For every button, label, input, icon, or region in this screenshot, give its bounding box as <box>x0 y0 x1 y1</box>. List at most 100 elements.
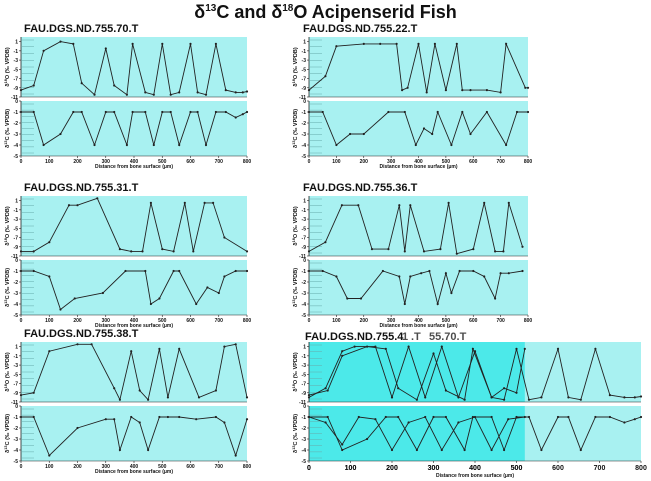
data-point <box>515 347 518 350</box>
data-point <box>178 143 181 147</box>
x-tick-label: 700 <box>594 465 606 472</box>
data-point <box>245 90 249 93</box>
y-tick-label: -1 <box>14 415 19 421</box>
overlay-x-tick-label: 500 <box>511 465 523 472</box>
data-point <box>397 415 400 419</box>
chart-title: FAU.DGS.ND.755.22.T <box>303 23 418 35</box>
data-point <box>335 45 338 48</box>
data-point <box>502 250 505 253</box>
data-point <box>384 347 387 350</box>
x-axis-label: Distance from bone surface (μm) <box>95 323 173 329</box>
series-line <box>21 111 248 147</box>
data-point <box>503 448 506 452</box>
series-line <box>308 416 525 451</box>
data-point <box>144 269 147 273</box>
data-point <box>192 250 195 253</box>
data-point <box>483 275 486 278</box>
data-point <box>485 89 488 92</box>
data-point <box>341 443 344 446</box>
chart-title-fragment: .T <box>411 331 421 343</box>
data-point <box>223 275 226 278</box>
data-point <box>234 116 237 119</box>
panel-background <box>309 196 528 256</box>
overlay-x-tick-label: 400 <box>469 465 481 472</box>
data-point <box>409 204 412 207</box>
y-tick-label: -11 <box>11 254 18 260</box>
y-tick-label: 1 <box>15 345 18 351</box>
y-tick-label: -2 <box>14 280 19 286</box>
data-point <box>214 42 217 46</box>
x-tick-label: 0 <box>20 464 23 470</box>
data-point <box>104 110 107 114</box>
data-point <box>217 291 220 295</box>
data-point <box>633 418 636 421</box>
data-point <box>245 269 249 273</box>
y-tick-label: -5 <box>14 372 19 378</box>
data-point <box>113 110 116 114</box>
y-tick-label: -4 <box>302 448 307 454</box>
x-tick-label: 400 <box>414 159 423 165</box>
data-point <box>130 250 133 253</box>
data-point <box>406 86 409 89</box>
data-point <box>341 350 344 353</box>
x-tick-label: 600 <box>186 159 195 165</box>
y-tick-label: -2 <box>302 121 307 127</box>
data-point <box>450 291 453 295</box>
data-point <box>161 110 164 114</box>
x-tick-label: 400 <box>130 318 139 324</box>
data-point <box>447 201 450 204</box>
data-point <box>422 250 426 253</box>
panel-background <box>21 196 247 256</box>
y-tick-label: -5 <box>14 313 19 319</box>
data-point <box>204 143 208 147</box>
chart-title: FAU.DGS.ND.755.4 <box>305 331 404 343</box>
series-line <box>21 270 247 311</box>
data-point <box>409 275 412 278</box>
data-point <box>138 421 141 424</box>
panel-y-axis-label: δ13C (‰ VPDB) <box>292 414 299 453</box>
data-point <box>444 89 447 92</box>
panel-y-axis-label: δ18O (‰ VPDB) <box>4 47 11 87</box>
data-point <box>370 248 374 251</box>
data-point <box>224 89 227 92</box>
y-tick-label: -5 <box>14 67 19 73</box>
x-tick-label: 200 <box>73 318 82 324</box>
data-point <box>147 448 150 452</box>
data-point <box>321 110 324 114</box>
data-point <box>138 389 141 392</box>
data-point <box>390 396 394 399</box>
y-tick-label: -5 <box>14 226 19 232</box>
panel-y-axis-label: δ18O (‰ VPDB) <box>292 352 299 392</box>
data-point <box>307 250 311 253</box>
data-point <box>197 396 201 399</box>
data-point <box>158 415 161 419</box>
data-point <box>398 275 401 278</box>
x-tick-label: 0 <box>20 159 23 165</box>
y-tick-label: 1 <box>303 345 306 351</box>
data-point <box>214 415 217 419</box>
data-point <box>178 91 181 94</box>
data-point <box>507 272 510 275</box>
y-tick-label: -5 <box>302 67 307 73</box>
x-tick-label: 300 <box>387 318 396 324</box>
data-point <box>353 345 356 348</box>
x-tick-label: 300 <box>102 318 111 324</box>
y-tick-label: -3 <box>14 291 19 297</box>
data-point <box>72 42 75 46</box>
data-point <box>608 415 612 419</box>
data-point <box>415 398 418 401</box>
y-tick-label: -5 <box>302 459 307 465</box>
panel-background <box>21 342 247 402</box>
y-tick-label: -1 <box>14 354 19 360</box>
data-point <box>241 91 244 94</box>
x-tick-label: 200 <box>73 464 82 470</box>
y-tick-label: 0 <box>303 404 306 410</box>
x-tick-label: 100 <box>45 159 54 165</box>
data-point <box>450 143 453 147</box>
x-tick-label: 600 <box>186 464 195 470</box>
data-point <box>374 418 377 421</box>
y-tick-label: -9 <box>14 86 19 92</box>
data-point <box>379 42 382 46</box>
data-point <box>48 241 51 244</box>
y-tick-label: -1 <box>302 208 307 214</box>
